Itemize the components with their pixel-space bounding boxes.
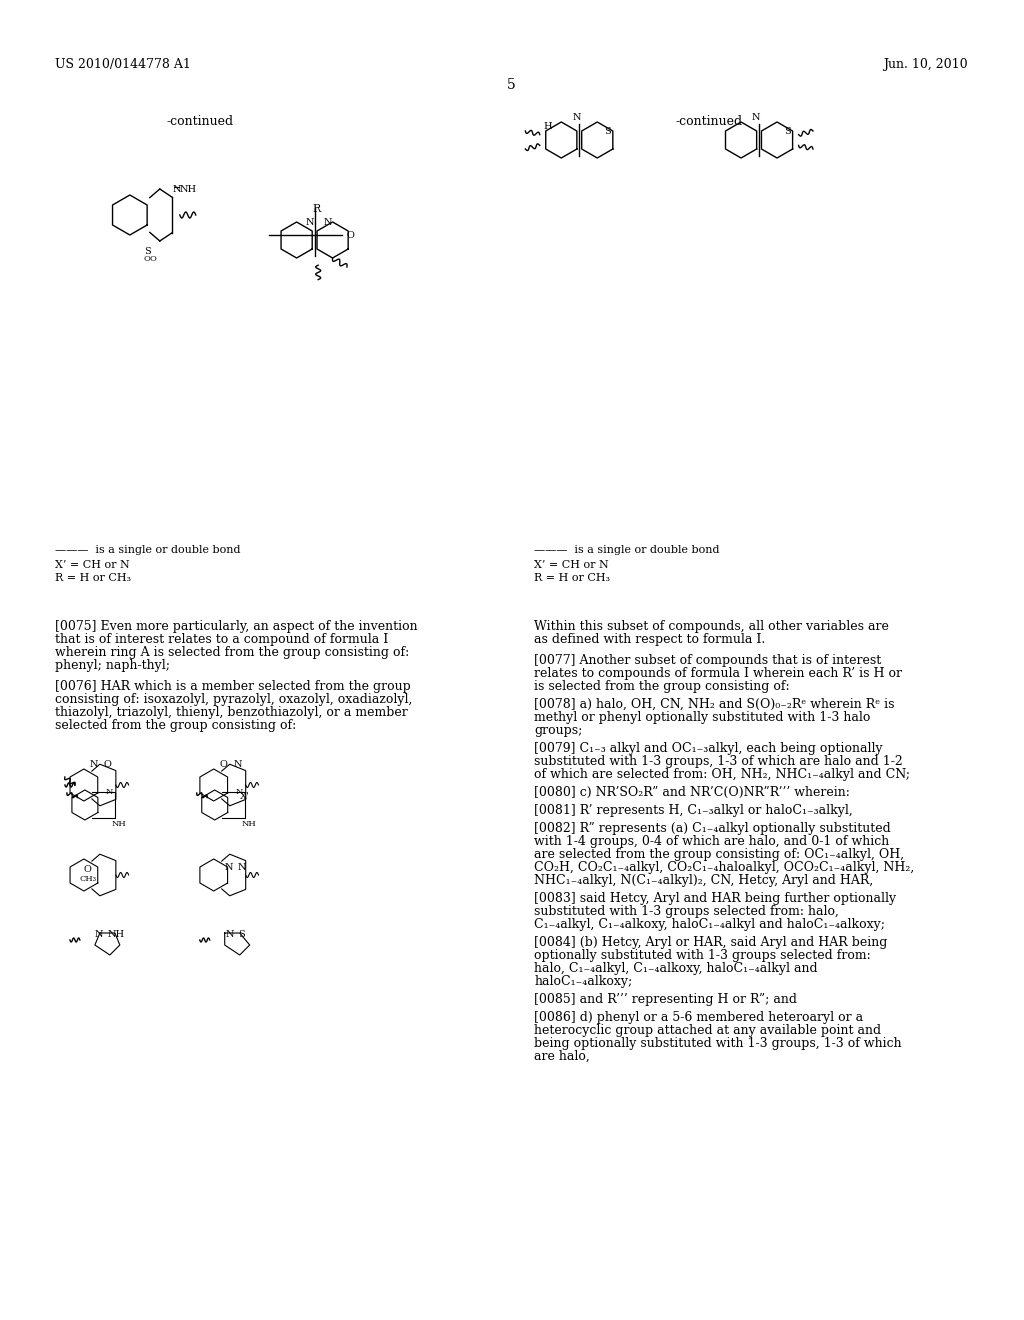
Text: O: O [347, 231, 355, 240]
Text: wherein ring A is selected from the group consisting of:: wherein ring A is selected from the grou… [55, 645, 410, 659]
Text: O: O [220, 760, 227, 770]
Text: [0081] R’ represents H, C₁₋₃alkyl or haloC₁₋₃alkyl,: [0081] R’ represents H, C₁₋₃alkyl or hal… [535, 804, 853, 817]
Text: H: H [544, 121, 552, 131]
Text: are selected from the group consisting of: OC₁₋₄alkyl, OH,: are selected from the group consisting o… [535, 847, 904, 861]
Text: is selected from the group consisting of:: is selected from the group consisting of… [535, 680, 790, 693]
Text: of which are selected from: OH, NH₂, NHC₁₋₄alkyl and CN;: of which are selected from: OH, NH₂, NHC… [535, 768, 910, 781]
Text: N: N [95, 931, 103, 939]
Text: [0084] (b) Hetcy, Aryl or HAR, said Aryl and HAR being: [0084] (b) Hetcy, Aryl or HAR, said Aryl… [535, 936, 888, 949]
Text: N: N [305, 218, 314, 227]
Text: [0078] a) halo, OH, CN, NH₂ and S(O)₀₋₂Rᵉ wherein Rᵉ is: [0078] a) halo, OH, CN, NH₂ and S(O)₀₋₂R… [535, 698, 895, 711]
Text: Within this subset of compounds, all other variables are: Within this subset of compounds, all oth… [535, 620, 889, 634]
Text: O: O [150, 255, 157, 263]
Text: US 2010/0144778 A1: US 2010/0144778 A1 [55, 58, 190, 71]
Text: [0086] d) phenyl or a 5-6 membered heteroaryl or a: [0086] d) phenyl or a 5-6 membered heter… [535, 1011, 863, 1024]
Text: C₁₋₄alkyl, C₁₋₄alkoxy, haloC₁₋₄alkyl and haloC₁₋₄alkoxy;: C₁₋₄alkyl, C₁₋₄alkoxy, haloC₁₋₄alkyl and… [535, 917, 886, 931]
Text: ———  is a single or double bond: ——— is a single or double bond [55, 545, 241, 554]
Text: 5: 5 [507, 78, 516, 92]
Text: [0083] said Hetcy, Aryl and HAR being further optionally: [0083] said Hetcy, Aryl and HAR being fu… [535, 892, 896, 906]
Text: are halo,: are halo, [535, 1049, 590, 1063]
Text: substituted with 1-3 groups selected from: halo,: substituted with 1-3 groups selected fro… [535, 906, 840, 917]
Text: -continued: -continued [166, 115, 233, 128]
Text: N: N [224, 863, 233, 873]
Text: thiazolyl, triazolyl, thienyl, benzothiazolyl, or a member: thiazolyl, triazolyl, thienyl, benzothia… [55, 706, 408, 719]
Text: R = H or CH₃: R = H or CH₃ [55, 573, 131, 583]
Text: N: N [225, 931, 234, 939]
Text: S: S [143, 247, 151, 256]
Text: NH: NH [180, 185, 197, 194]
Text: NH: NH [112, 820, 127, 828]
Text: S: S [784, 128, 791, 136]
Text: Jun. 10, 2010: Jun. 10, 2010 [883, 58, 968, 71]
Text: CO₂H, CO₂C₁₋₄alkyl, CO₂C₁₋₄haloalkyl, OCO₂C₁₋₄alkyl, NH₂,: CO₂H, CO₂C₁₋₄alkyl, CO₂C₁₋₄haloalkyl, OC… [535, 861, 914, 874]
Text: with 1-4 groups, 0-4 of which are halo, and 0-1 of which: with 1-4 groups, 0-4 of which are halo, … [535, 836, 890, 847]
Text: selected from the group consisting of:: selected from the group consisting of: [55, 719, 296, 733]
Text: X’ = CH or N: X’ = CH or N [535, 560, 609, 570]
Text: heterocyclic group attached at any available point and: heterocyclic group attached at any avail… [535, 1024, 882, 1038]
Text: halo, C₁₋₄alkyl, C₁₋₄alkoxy, haloC₁₋₄alkyl and: halo, C₁₋₄alkyl, C₁₋₄alkoxy, haloC₁₋₄alk… [535, 962, 818, 975]
Text: NH: NH [108, 931, 125, 939]
Text: R: R [312, 205, 322, 214]
Text: NHC₁₋₄alkyl, N(C₁₋₄alkyl)₂, CN, Hetcy, Aryl and HAR,: NHC₁₋₄alkyl, N(C₁₋₄alkyl)₂, CN, Hetcy, A… [535, 874, 873, 887]
Text: [0075] Even more particularly, an aspect of the invention: [0075] Even more particularly, an aspect… [55, 620, 418, 634]
Text: O: O [84, 865, 92, 874]
Text: [0077] Another subset of compounds that is of interest: [0077] Another subset of compounds that … [535, 653, 882, 667]
Text: X': X' [240, 792, 250, 801]
Text: that is of interest relates to a compound of formula I: that is of interest relates to a compoun… [55, 634, 388, 645]
Text: N: N [233, 760, 243, 770]
Text: consisting of: isoxazolyl, pyrazolyl, oxazolyl, oxadiazolyl,: consisting of: isoxazolyl, pyrazolyl, ox… [55, 693, 413, 706]
Text: [0080] c) NR’SO₂R” and NR’C(O)NR”R’’’ wherein:: [0080] c) NR’SO₂R” and NR’C(O)NR”R’’’ wh… [535, 785, 850, 799]
Text: N: N [324, 218, 332, 227]
Text: haloC₁₋₄alkoxy;: haloC₁₋₄alkoxy; [535, 975, 633, 987]
Text: groups;: groups; [535, 723, 583, 737]
Text: X’ = CH or N: X’ = CH or N [55, 560, 130, 570]
Text: N: N [105, 788, 114, 796]
Text: methyl or phenyl optionally substituted with 1-3 halo: methyl or phenyl optionally substituted … [535, 711, 870, 723]
Text: as defined with respect to formula I.: as defined with respect to formula I. [535, 634, 766, 645]
Text: -continued: -continued [676, 115, 742, 128]
Text: O: O [103, 760, 112, 770]
Text: optionally substituted with 1-3 groups selected from:: optionally substituted with 1-3 groups s… [535, 949, 871, 962]
Text: [0082] R” represents (a) C₁₋₄alkyl optionally substituted: [0082] R” represents (a) C₁₋₄alkyl optio… [535, 822, 891, 836]
Text: substituted with 1-3 groups, 1-3 of which are halo and 1-2: substituted with 1-3 groups, 1-3 of whic… [535, 755, 903, 768]
Text: N: N [90, 760, 98, 770]
Text: relates to compounds of formula I wherein each R’ is H or: relates to compounds of formula I wherei… [535, 667, 902, 680]
Text: phenyl; naph-thyl;: phenyl; naph-thyl; [55, 659, 170, 672]
Text: being optionally substituted with 1-3 groups, 1-3 of which: being optionally substituted with 1-3 gr… [535, 1038, 902, 1049]
Text: N: N [752, 114, 761, 121]
Text: NH: NH [242, 820, 256, 828]
Text: R = H or CH₃: R = H or CH₃ [535, 573, 610, 583]
Text: N: N [572, 114, 581, 121]
Text: N: N [173, 185, 181, 194]
Text: N: N [236, 788, 243, 796]
Text: S: S [238, 931, 245, 939]
Text: [0085] and R’’’ representing H or R”; and: [0085] and R’’’ representing H or R”; an… [535, 993, 798, 1006]
Text: S: S [604, 128, 611, 136]
Text: N: N [238, 863, 246, 873]
Text: O: O [143, 255, 151, 263]
Text: [0079] C₁₋₃ alkyl and OC₁₋₃alkyl, each being optionally: [0079] C₁₋₃ alkyl and OC₁₋₃alkyl, each b… [535, 742, 883, 755]
Text: CH₃: CH₃ [80, 875, 97, 883]
Text: ———  is a single or double bond: ——— is a single or double bond [535, 545, 720, 554]
Text: [0076] HAR which is a member selected from the group: [0076] HAR which is a member selected fr… [55, 680, 411, 693]
